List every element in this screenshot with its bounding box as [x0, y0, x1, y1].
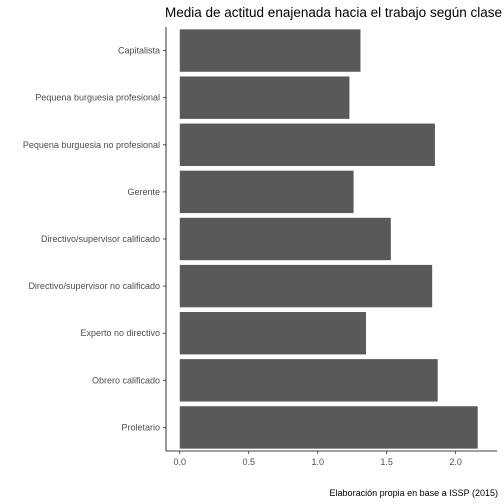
y-tick-label: Capitalista: [118, 46, 160, 56]
bar-2: [179, 123, 435, 166]
bar-0: [179, 29, 361, 72]
bars-group: [179, 29, 478, 449]
x-tick-label: 0.5: [242, 457, 255, 467]
bar-1: [179, 76, 350, 119]
y-axis-ticks: [163, 50, 166, 428]
x-tick-label: 1.5: [380, 457, 393, 467]
bar-5: [179, 264, 433, 308]
chart-caption: Elaboración propia en base a ISSP (2015): [330, 488, 498, 498]
x-tick-label: 0.0: [174, 457, 187, 467]
y-tick-label: Directivo/supervisor no calificado: [28, 281, 160, 291]
y-tick-label: Pequena burguesia no profesional: [23, 140, 160, 150]
y-tick-label: Directivo/supervisor calificado: [41, 234, 160, 244]
y-tick-label: Experto no directivo: [80, 328, 160, 338]
y-tick-label: Proletario: [121, 422, 160, 432]
bar-3: [179, 170, 354, 214]
y-tick-label: Gerente: [127, 187, 160, 197]
bar-7: [179, 359, 438, 402]
bar-4: [179, 217, 391, 261]
chart-title: Media de actitud enajenada hacia el trab…: [165, 5, 504, 20]
y-tick-label: Obrero calificado: [92, 375, 160, 385]
y-axis-labels: Capitalista Pequena burguesia profesional…: [23, 46, 160, 433]
x-tick-label: 2.0: [449, 457, 462, 467]
bar-6: [179, 312, 366, 355]
x-tick-label: 1.0: [311, 457, 324, 467]
y-tick-label: Pequena burguesia profesional: [35, 93, 160, 103]
x-axis: 0.0 0.5 1.0 1.5 2.0: [174, 451, 462, 467]
bar-8: [179, 406, 478, 449]
